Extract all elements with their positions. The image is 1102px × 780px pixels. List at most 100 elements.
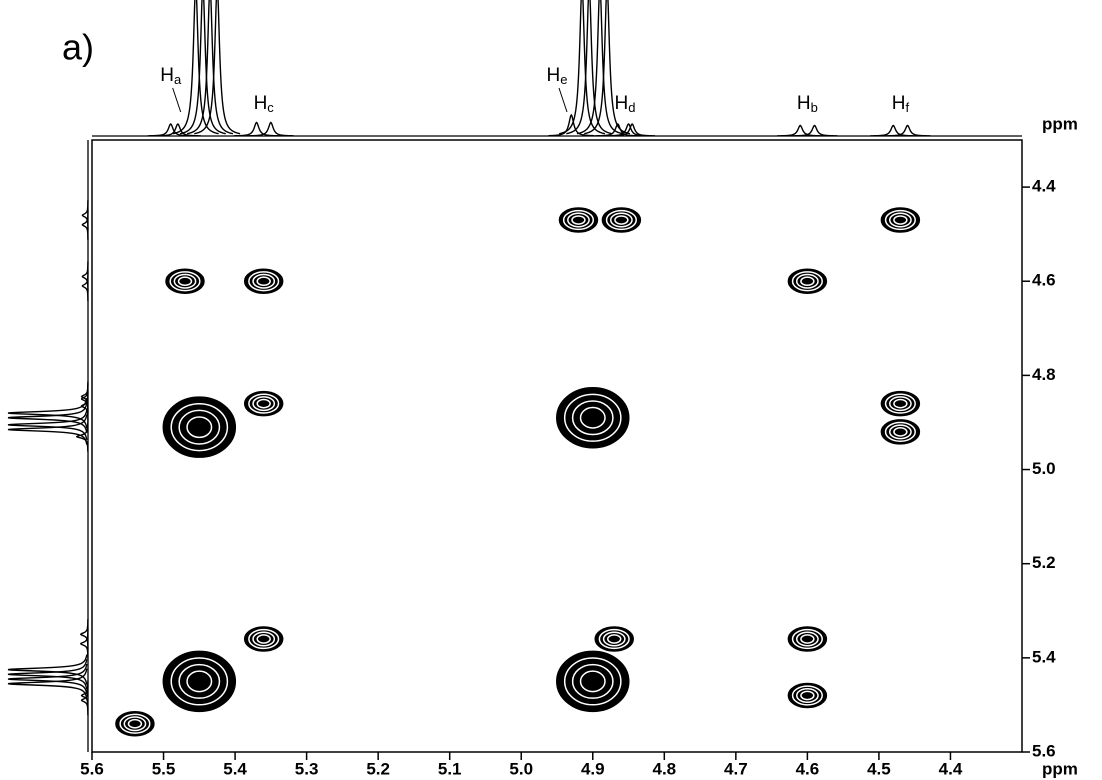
- cross-peak: [601, 207, 642, 233]
- panel-label: a): [62, 27, 94, 68]
- projection-peak-left: [81, 209, 89, 240]
- cross-peak: [165, 268, 205, 294]
- projection-peak-top: [584, 0, 631, 135]
- peak-label-main: H: [160, 65, 174, 86]
- cross-peak: [162, 650, 237, 713]
- y-tick-label: 5.4: [1032, 647, 1056, 666]
- x-tick-label: 4.4: [939, 759, 963, 778]
- y-tick-label: 5.0: [1032, 459, 1056, 478]
- contour: [556, 387, 630, 449]
- projection-peak-left: [79, 619, 89, 650]
- contour: [884, 209, 916, 231]
- peak-label-sub: b: [811, 100, 818, 115]
- projection-peak-left: [80, 680, 89, 711]
- contour: [252, 396, 276, 412]
- contour: [162, 650, 237, 713]
- contour: [893, 398, 908, 409]
- projection-peak-top: [194, 0, 241, 135]
- contour: [556, 650, 630, 713]
- peak-label-main: H: [892, 93, 906, 114]
- contour: [248, 271, 280, 292]
- contour: [795, 273, 819, 289]
- projection-peak-left: [7, 663, 88, 695]
- cross-peak: [115, 711, 155, 737]
- cross-peak: [880, 207, 921, 233]
- projection-peak-top: [179, 0, 226, 135]
- x-tick-label: 5.1: [438, 759, 462, 778]
- x-tick-label: 5.0: [509, 759, 533, 778]
- projection-peak-top: [791, 124, 838, 137]
- contour: [256, 634, 271, 644]
- projection-peak-left: [81, 261, 89, 292]
- projection-peak-left: [7, 659, 88, 690]
- cross-peak: [243, 390, 284, 417]
- contour: [787, 626, 828, 652]
- projection-peak-left: [79, 628, 89, 659]
- contour: [243, 268, 284, 294]
- contour: [173, 273, 197, 289]
- contour: [795, 631, 819, 647]
- contour: [800, 276, 815, 287]
- peak-label: Ha: [160, 65, 182, 87]
- peak-label-main: H: [797, 93, 811, 114]
- contour: [579, 670, 606, 693]
- contour: [800, 690, 815, 701]
- peak-label-sub: e: [560, 72, 567, 87]
- contour: [178, 663, 221, 699]
- contour: [614, 215, 629, 225]
- peak-label-main: H: [254, 93, 268, 114]
- peak-label: Hd: [614, 93, 635, 115]
- contour: [127, 718, 143, 729]
- cross-peak: [880, 390, 921, 417]
- x-tick-label: 5.6: [80, 759, 104, 778]
- contour: [602, 631, 626, 647]
- contour: [243, 626, 284, 652]
- x-tick-label: 5.3: [295, 759, 319, 778]
- projection-peak-top: [187, 0, 234, 135]
- contour: [893, 427, 908, 437]
- plot-frame: [91, 139, 1023, 753]
- contour: [791, 628, 823, 650]
- contour: [787, 682, 828, 709]
- x-tick-label: 5.4: [223, 759, 247, 778]
- cross-peak: [556, 387, 630, 449]
- projection-peak-top: [548, 113, 595, 137]
- peak-label-main: H: [614, 93, 628, 114]
- contour: [563, 657, 622, 706]
- contour: [248, 628, 280, 650]
- contour: [791, 685, 823, 706]
- contour: [594, 626, 634, 652]
- y-tick-label: 4.4: [1032, 177, 1056, 196]
- contour: [256, 276, 271, 287]
- projection-peak-left: [75, 421, 89, 452]
- contour: [880, 390, 921, 417]
- y-axis-label: ppm: [1042, 114, 1078, 133]
- cross-peak: [787, 626, 828, 652]
- contour: [252, 631, 276, 647]
- projection-peak-top: [247, 121, 294, 137]
- contour: [598, 628, 630, 650]
- contour: [884, 421, 916, 442]
- peak-label-sub: a: [174, 72, 182, 87]
- contour: [165, 268, 205, 294]
- projection-peak-top: [884, 124, 931, 137]
- y-tick-label: 5.2: [1032, 553, 1056, 572]
- contour: [795, 688, 819, 703]
- projection-peak-top: [609, 123, 656, 137]
- projection-peak-left: [7, 668, 88, 699]
- contour: [791, 271, 823, 292]
- cross-peak: [880, 419, 921, 445]
- contour: [248, 393, 280, 414]
- contour: [571, 663, 614, 699]
- x-tick-label: 4.6: [796, 759, 820, 778]
- contour: [567, 212, 590, 228]
- peak-label-sub: f: [905, 100, 909, 115]
- projection-peak-left: [80, 390, 89, 422]
- contour: [605, 209, 637, 231]
- contour: [178, 409, 221, 445]
- cross-peak: [787, 682, 828, 709]
- projection-peak-left: [7, 409, 88, 440]
- projection-peak-left: [7, 414, 88, 445]
- projection-peak-top: [566, 0, 613, 135]
